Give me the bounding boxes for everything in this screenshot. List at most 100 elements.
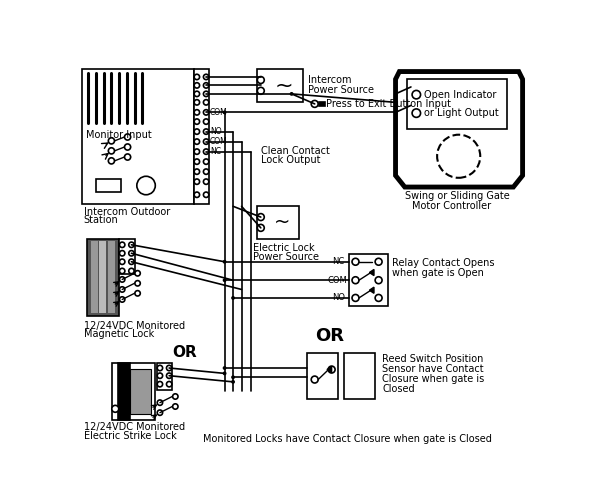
Circle shape [129, 250, 134, 256]
Text: Press to Exit Button Input: Press to Exit Button Input [326, 99, 451, 109]
Text: Lock Output: Lock Output [261, 155, 320, 165]
Circle shape [203, 82, 209, 88]
Text: Monitor Input: Monitor Input [86, 130, 152, 140]
Text: ~: ~ [274, 213, 290, 232]
Circle shape [352, 294, 359, 302]
Bar [257, 69, 303, 102]
Circle shape [328, 366, 335, 373]
Text: Motor Controller: Motor Controller [412, 200, 492, 210]
Circle shape [157, 400, 163, 406]
Circle shape [166, 366, 172, 370]
Bar [318, 102, 325, 106]
Text: Intercom Outdoor: Intercom Outdoor [83, 206, 170, 216]
Text: NO: NO [210, 127, 222, 136]
Circle shape [203, 192, 209, 198]
Circle shape [223, 110, 226, 114]
Circle shape [194, 149, 200, 154]
Circle shape [108, 138, 114, 144]
Circle shape [125, 134, 131, 140]
Bar [82, 69, 194, 204]
Bar [349, 254, 388, 306]
Circle shape [173, 404, 178, 409]
Bar [96, 180, 120, 192]
Text: COM: COM [210, 108, 228, 117]
Circle shape [194, 192, 200, 198]
Bar [157, 362, 172, 390]
Text: Relay Contact Opens: Relay Contact Opens [392, 258, 495, 268]
Text: COM: COM [328, 276, 347, 284]
Circle shape [412, 90, 421, 99]
Circle shape [135, 290, 140, 296]
Text: Closure when gate is: Closure when gate is [383, 374, 485, 384]
Circle shape [203, 179, 209, 184]
Bar [407, 79, 507, 130]
Text: OR: OR [172, 345, 197, 360]
Circle shape [203, 91, 209, 96]
Text: Electric Lock: Electric Lock [253, 243, 315, 253]
Circle shape [119, 268, 125, 274]
Text: Sensor have Contact: Sensor have Contact [383, 364, 484, 374]
Circle shape [194, 139, 200, 144]
Circle shape [257, 224, 264, 232]
Circle shape [375, 294, 382, 302]
Bar [91, 241, 98, 314]
Circle shape [257, 88, 264, 94]
Circle shape [203, 159, 209, 164]
Circle shape [119, 259, 125, 264]
Circle shape [203, 74, 209, 80]
Circle shape [203, 100, 209, 105]
Text: when gate is Open: when gate is Open [392, 268, 485, 278]
Text: NC: NC [210, 147, 221, 156]
Circle shape [125, 154, 131, 160]
Circle shape [203, 149, 209, 154]
Text: Electric Strike Lock: Electric Strike Lock [83, 431, 176, 441]
Circle shape [352, 277, 359, 283]
Circle shape [223, 372, 226, 376]
Bar [307, 352, 338, 399]
Bar [108, 241, 115, 314]
Circle shape [203, 169, 209, 174]
Text: Magnetic Lock: Magnetic Lock [83, 329, 154, 339]
Circle shape [129, 242, 134, 248]
Text: COM: COM [210, 137, 228, 146]
Circle shape [257, 76, 264, 84]
Circle shape [157, 366, 163, 370]
Circle shape [194, 119, 200, 124]
Circle shape [412, 109, 421, 118]
Bar [99, 241, 106, 314]
Text: 12/24VDC Monitored: 12/24VDC Monitored [83, 422, 185, 432]
Circle shape [137, 176, 156, 194]
Circle shape [125, 144, 131, 150]
Bar [87, 238, 119, 316]
Bar [112, 362, 154, 420]
Circle shape [194, 159, 200, 164]
Text: Power Source: Power Source [253, 252, 319, 262]
Circle shape [375, 277, 382, 283]
Circle shape [194, 110, 200, 115]
Text: Reed Switch Position: Reed Switch Position [383, 354, 484, 364]
Circle shape [135, 270, 140, 276]
Text: Swing or Sliding Gate: Swing or Sliding Gate [405, 192, 510, 202]
Circle shape [112, 406, 119, 412]
Circle shape [194, 82, 200, 88]
Circle shape [119, 297, 125, 302]
Text: or Light Output: or Light Output [424, 108, 499, 118]
Text: OR: OR [316, 326, 344, 344]
Circle shape [352, 258, 359, 265]
Circle shape [194, 91, 200, 96]
Circle shape [375, 258, 382, 265]
Circle shape [157, 410, 163, 416]
Circle shape [203, 139, 209, 144]
Text: Closed: Closed [383, 384, 415, 394]
Text: ~: ~ [275, 76, 293, 96]
Circle shape [194, 100, 200, 105]
Text: Station: Station [83, 215, 119, 225]
Circle shape [135, 280, 140, 286]
Polygon shape [370, 270, 374, 276]
Circle shape [203, 119, 209, 124]
Circle shape [119, 287, 125, 292]
Circle shape [311, 376, 318, 383]
Circle shape [231, 376, 235, 379]
Circle shape [223, 260, 226, 264]
Circle shape [203, 129, 209, 134]
